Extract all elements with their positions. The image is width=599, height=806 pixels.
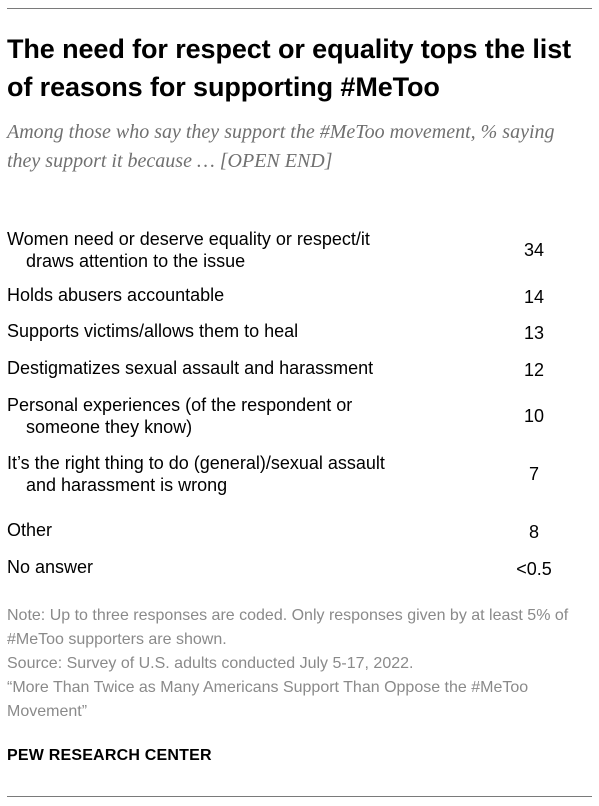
row-label-line: Other (7, 520, 53, 540)
row-value: 13 (523, 323, 545, 343)
row-label: Holds abusers accountable (7, 284, 497, 306)
row-label: It’s the right thing to do (general)/sex… (7, 452, 497, 496)
row-value: <0.5 (516, 559, 552, 579)
row-label-continuation: and harassment is wrong (26, 475, 228, 495)
note-text: Note: Up to three responses are coded. O… (7, 607, 569, 648)
chart-subtitle: Among those who say they support the #Me… (7, 121, 555, 172)
row-label: Other (7, 519, 497, 541)
row-label-line: Personal experiences (of the respondent … (7, 395, 353, 415)
top-rule (7, 8, 592, 9)
row-value: 8 (528, 522, 539, 542)
row-value: 14 (523, 287, 545, 307)
chart-title: The need for respect or equality tops th… (7, 34, 572, 102)
row-label-continuation: draws attention to the issue (26, 251, 246, 271)
brand-label: PEW RESEARCH CENTER (7, 747, 212, 764)
row-label-line: Holds abusers accountable (7, 285, 225, 305)
row-label: Destigmatizes sexual assault and harassm… (7, 357, 497, 379)
row-label-line: Supports victims/allows them to heal (7, 321, 299, 341)
report-title: “More Than Twice as Many Americans Suppo… (7, 679, 529, 720)
row-label-line: Destigmatizes sexual assault and harassm… (7, 358, 374, 378)
bottom-rule (7, 796, 592, 797)
row-label: No answer (7, 556, 497, 578)
row-label-line: No answer (7, 557, 94, 577)
row-label: Supports victims/allows them to heal (7, 320, 497, 342)
row-label: Women need or deserve equality or respec… (7, 228, 497, 272)
row-label-line: It’s the right thing to do (general)/sex… (7, 453, 385, 473)
source-text: Source: Survey of U.S. adults conducted … (7, 655, 414, 672)
row-label: Personal experiences (of the respondent … (7, 394, 497, 438)
row-value: 12 (523, 360, 545, 380)
notes-block: Note: Up to three responses are coded. O… (7, 604, 587, 724)
row-value: 34 (523, 240, 545, 260)
row-label-continuation: someone they know) (26, 417, 193, 437)
row-value: 10 (523, 406, 545, 426)
row-value: 7 (528, 464, 539, 484)
row-label-line: Women need or deserve equality or respec… (7, 229, 370, 249)
